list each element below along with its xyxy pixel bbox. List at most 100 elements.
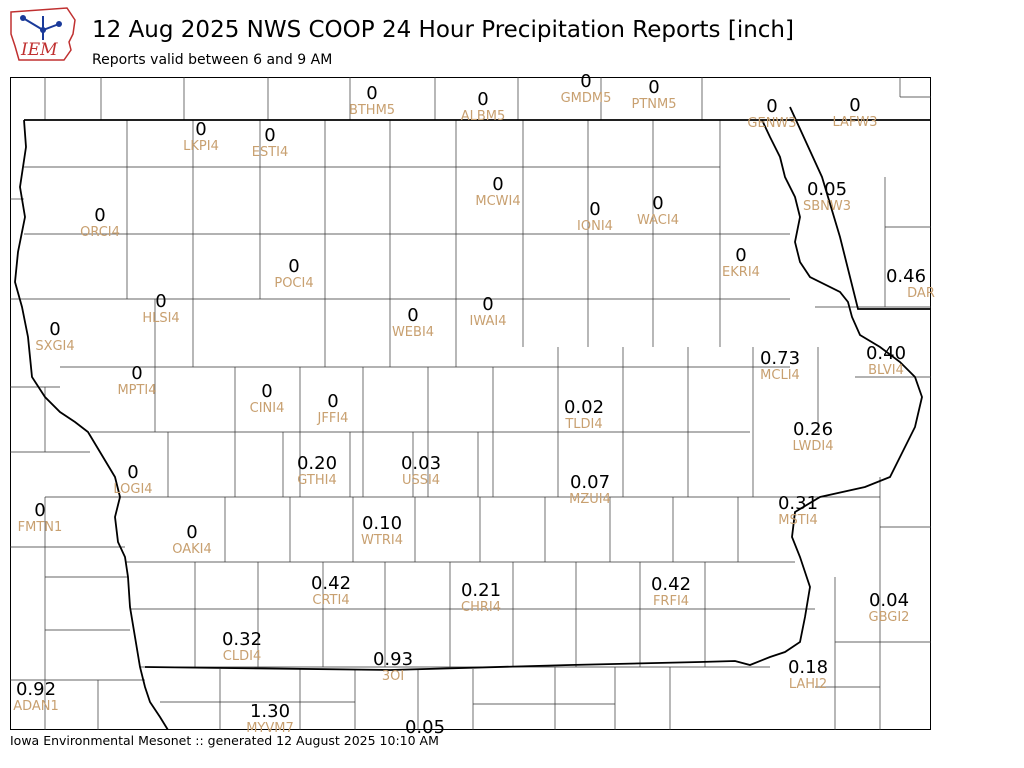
station-plot-sbnw3: 0.05 SBNW3 <box>787 179 867 214</box>
station-id: LOGI4 <box>113 482 153 497</box>
page-subtitle: Reports valid between 6 and 9 AM <box>92 52 333 68</box>
station-plot-mcli4: 0.73 MCLI4 <box>740 348 820 383</box>
station-plot-tldi4: 0.02 TLDI4 <box>544 397 624 432</box>
station-id: POCI4 <box>274 276 314 291</box>
precip-value: 0 <box>477 89 489 110</box>
precip-value: 0.32 <box>221 629 263 650</box>
precip-value: 0 <box>288 256 300 277</box>
station-id: CINI4 <box>249 401 285 416</box>
station-id: GMDM5 <box>560 91 612 106</box>
precip-value: 0.73 <box>759 348 801 369</box>
precip-value: 0.18 <box>787 657 829 678</box>
station-plot-poci4: 0 POCI4 <box>254 256 334 291</box>
station-plot-crti4: 0.42 CRTI4 <box>291 575 371 608</box>
station-id: ORCI4 <box>80 225 120 240</box>
station-id: GTHI4 <box>297 473 337 488</box>
station-plot-cldi4: 0.32 CLDI4 <box>202 629 282 664</box>
station-plot-unlabeled: 0.05 <box>385 719 465 737</box>
station-plot-orci4: 0 ORCI4 <box>60 205 140 240</box>
station-id: ESTI4 <box>251 145 289 160</box>
precip-value: 1.30 <box>249 701 291 722</box>
station-id: WTRI4 <box>361 533 403 548</box>
station-id: BTHM5 <box>348 103 396 118</box>
precip-value: 0 <box>735 245 747 266</box>
station-plot-cini4: 0 CINI4 <box>227 381 307 416</box>
precip-value: 0.26 <box>792 419 834 440</box>
station-plot-waci4: 0 WACI4 <box>618 193 698 228</box>
precip-value: 0.40 <box>865 343 907 364</box>
precip-value: 0 <box>407 305 419 326</box>
precip-value: 0 <box>648 77 660 98</box>
precipitation-map: 0 BTHM5 0 ALBM5 0 GMDM5 0 PTNM5 0 GENW3 … <box>10 73 935 737</box>
station-id: CRTI4 <box>312 593 350 608</box>
station-plot-webi4: 0 WEBI4 <box>373 305 453 340</box>
station-plot-gbgi2: 0.04 GBGI2 <box>849 592 929 625</box>
precip-value: 0 <box>261 381 273 402</box>
station-plot-mzui4: 0.07 MZUI4 <box>550 474 630 507</box>
station-plot-sxgi4: 0 SXGI4 <box>15 319 95 354</box>
precip-value: 0 <box>849 95 861 116</box>
station-plot-logi4: 0 LOGI4 <box>93 464 173 497</box>
station-id: USSI4 <box>401 473 441 488</box>
station-plot-hlsi4: 0 HLSI4 <box>121 291 201 326</box>
precip-value: 0 <box>580 71 592 92</box>
station-id: BLVI4 <box>868 363 904 378</box>
station-plot-lwdi4: 0.26 LWDI4 <box>773 419 853 454</box>
precip-value: 0.93 <box>372 649 414 670</box>
station-id: ALBM5 <box>460 109 506 124</box>
precip-value: 0 <box>94 205 106 226</box>
station-id: ADAN1 <box>13 699 59 714</box>
precip-value: 0.10 <box>361 513 403 534</box>
station-plot-lahi2: 0.18 LAHI2 <box>768 657 848 692</box>
station-plot-ussi4: 0.03 USSI4 <box>381 455 461 488</box>
station-plot-lkpi4: 0 LKPI4 <box>161 121 241 154</box>
station-id: IONI4 <box>577 219 613 234</box>
station-plot-adan1: 0.92 ADAN1 <box>0 679 76 714</box>
station-id: LAHI2 <box>788 677 828 692</box>
precip-value: 0.92 <box>15 679 57 700</box>
precip-value: 0 <box>589 199 601 220</box>
station-plot-ioni4: 0 IONI4 <box>555 199 635 234</box>
footer-credit: Iowa Environmental Mesonet :: generated … <box>10 733 439 748</box>
precip-value: 0.05 <box>806 179 848 200</box>
station-plot-ptnm5: 0 PTNM5 <box>614 77 694 112</box>
station-plot-iwai4: 0 IWAI4 <box>448 294 528 329</box>
precip-value: 0 <box>652 193 664 214</box>
station-plot-fmtn1: 0 FMTN1 <box>0 502 80 535</box>
precip-value: 0 <box>264 125 276 146</box>
station-id: MCLI4 <box>760 368 800 383</box>
station-id: FRFI4 <box>652 594 690 609</box>
precip-value: 0 <box>186 522 198 543</box>
page-title: 12 Aug 2025 NWS COOP 24 Hour Precipitati… <box>92 17 794 43</box>
county-boundaries <box>10 77 931 730</box>
station-id: DAR <box>907 286 935 301</box>
station-plot-jffi4: 0 JFFI4 <box>293 391 373 426</box>
station-id: LAFW3 <box>832 115 878 130</box>
station-plot-mpti4: 0 MPTI4 <box>97 365 177 398</box>
precip-value: 0.21 <box>460 580 502 601</box>
precip-value: 0 <box>155 291 167 312</box>
station-plot-chri4: 0.21 CHRI4 <box>441 580 521 615</box>
station-plot-msti4: 0.31 MSTI4 <box>758 493 838 528</box>
station-id: 3OI <box>381 669 405 684</box>
precip-value: 0 <box>327 391 339 412</box>
station-plot-mcwi4: 0 MCWI4 <box>458 176 538 209</box>
station-id: OAKI4 <box>172 542 212 557</box>
station-id: WEBI4 <box>391 325 435 340</box>
station-plot-wtri4: 0.10 WTRI4 <box>342 513 422 548</box>
precip-value: 0 <box>482 294 494 315</box>
station-id: TLDI4 <box>565 417 603 432</box>
precip-value: 0 <box>766 96 778 117</box>
station-plot-ekri4: 0 EKRI4 <box>701 245 781 280</box>
station-plot-gmdm5: 0 GMDM5 <box>546 71 626 106</box>
precip-value: 0.02 <box>563 397 605 418</box>
station-id: MSTI4 <box>778 513 818 528</box>
station-plot-frfi4: 0.42 FRFI4 <box>631 576 711 609</box>
precip-value: 0 <box>49 319 61 340</box>
station-id: LWDI4 <box>792 439 834 454</box>
precip-value: 0.20 <box>296 453 338 474</box>
station-plot-oaki4: 0 OAKI4 <box>152 522 232 557</box>
station-id: MCWI4 <box>475 194 521 209</box>
precip-value: 0.31 <box>777 493 819 514</box>
station-id: CHRI4 <box>461 600 501 615</box>
